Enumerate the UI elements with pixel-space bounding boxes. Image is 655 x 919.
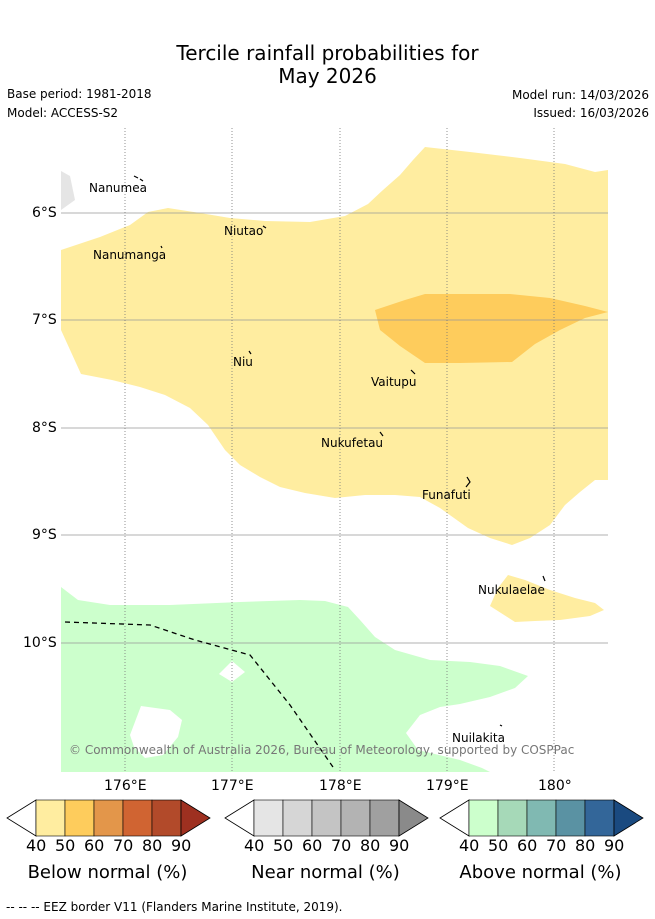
near-tick-70: 70 [331,836,352,855]
below-tick-80: 80 [142,836,163,855]
base-period: Base period: 1981-2018 [7,87,152,101]
lat-label-9s: 9°S [32,527,57,543]
place-label-niutao: Niutao [224,224,264,238]
below-lower-extension [6,799,37,837]
near-swatch-4 [340,799,371,837]
below-upper-extension [180,799,211,837]
below-swatch-2 [64,799,95,837]
model-name: Model: ACCESS-S2 [7,106,119,120]
white-hole-1 [130,706,182,758]
below-tick-90: 90 [171,836,192,855]
colorbar-below-title: Below normal (%) [27,862,188,883]
near-swatch-5 [369,799,400,837]
below-tick-50: 50 [55,836,76,855]
place-label-funafuti: Funafuti [422,488,471,502]
below-swatch-1 [35,799,66,837]
below-tick-60: 60 [84,836,105,855]
lon-label-179e: 179°E [426,778,469,794]
near-normal-40-patch [61,171,75,210]
above-tick-40: 40 [459,836,480,855]
lon-label-176e: 176°E [104,778,147,794]
near-tick-90: 90 [389,836,410,855]
above-swatch-2 [497,799,528,837]
above-lower-extension [439,799,470,837]
map-title-line1: Tercile rainfall probabilities for [176,41,479,65]
lon-label-178e: 178°E [319,778,362,794]
below-tick-40: 40 [26,836,47,855]
near-tick-40: 40 [244,836,265,855]
above-tick-90: 90 [604,836,625,855]
above-swatch-4 [555,799,586,837]
place-label-nuilakita: Nuilakita [452,731,505,745]
copyright-notice: © Commonwealth of Australia 2026, Bureau… [69,743,575,757]
above-swatch-3 [526,799,557,837]
model-run: Model run: 14/03/2026 [511,88,649,102]
issued-date: Issued: 16/03/2026 [533,106,649,120]
below-normal-40-region [61,147,608,545]
near-upper-extension [398,799,429,837]
above-tick-60: 60 [517,836,538,855]
lat-gridlines [61,212,608,644]
colorbar-legend [6,799,644,837]
lat-label-6s: 6°S [32,205,57,221]
colorbar-below-normal [6,799,211,837]
lat-label-10s: 10°S [23,635,57,651]
place-label-nukulaelae: Nukulaelae [478,583,545,597]
below-normal-50-region [375,294,608,363]
above-swatch-5 [584,799,615,837]
lat-label-8s: 8°S [32,420,57,436]
near-tick-50: 50 [273,836,294,855]
below-tick-70: 70 [113,836,134,855]
colorbar-above-normal [439,799,644,837]
colorbar-near-normal [224,799,429,837]
eez-footnote: -- -- -- EEZ border V11 (Flanders Marine… [6,900,343,914]
near-lower-extension [224,799,255,837]
above-tick-80: 80 [575,836,596,855]
lon-gridlines [124,128,555,772]
colorbar-above-title: Above normal (%) [459,862,622,883]
colorbar-near-title: Near normal (%) [251,862,400,883]
below-swatch-5 [151,799,182,837]
lat-label-7s: 7°S [32,312,57,328]
near-tick-80: 80 [360,836,381,855]
lon-label-180: 180° [538,778,572,794]
above-swatch-1 [468,799,499,837]
near-tick-60: 60 [302,836,323,855]
island-marks [133,175,546,727]
place-label-vaitupu: Vaitupu [371,375,417,389]
below-swatch-4 [122,799,153,837]
above-tick-70: 70 [546,836,567,855]
place-label-niu: Niu [233,355,253,369]
above-tick-50: 50 [488,836,509,855]
below-normal-40-patch [490,575,604,622]
lon-label-177e: 177°E [211,778,254,794]
place-label-nanumea: Nanumea [89,181,147,195]
near-swatch-1 [253,799,284,837]
below-swatch-3 [93,799,124,837]
place-label-nukufetau: Nukufetau [321,436,384,450]
near-swatch-2 [282,799,313,837]
near-swatch-3 [311,799,342,837]
above-upper-extension [613,799,644,837]
place-label-nanumanga: Nanumanga [93,248,167,262]
map-title-line2: May 2026 [278,64,377,88]
